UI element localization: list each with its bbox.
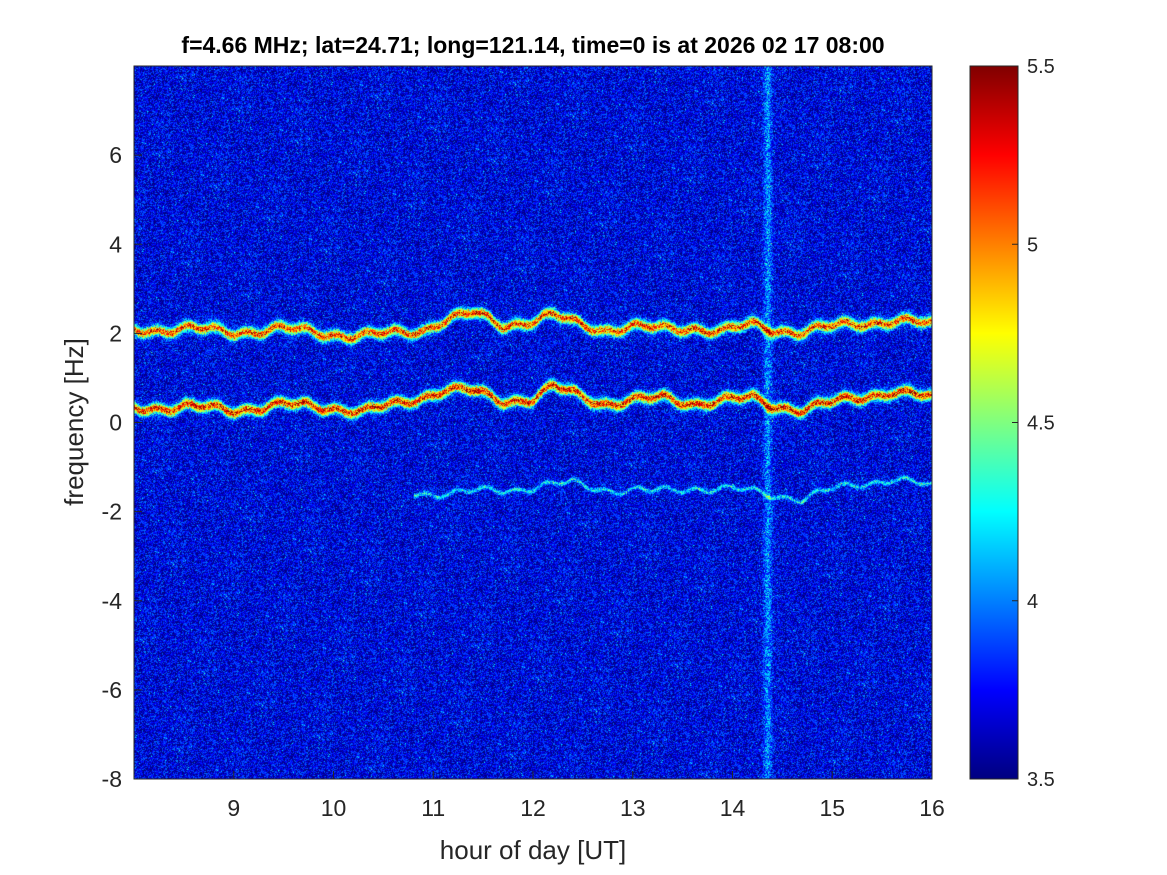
colorbar-tick-label: 3.5: [1027, 769, 1055, 791]
x-tick-label: 10: [321, 795, 347, 821]
colorbar-tick-label: 5: [1027, 234, 1038, 256]
x-tick-label: 16: [919, 795, 945, 821]
y-tick-label: 0: [109, 410, 122, 436]
y-tick-label: 4: [109, 231, 122, 257]
y-axis: -8 -6 -4 -2 0 2 4 6: [102, 142, 142, 792]
x-tick-label: 9: [227, 795, 240, 821]
y-tick-label: -4: [102, 588, 123, 614]
y-tick-label: -8: [102, 766, 122, 792]
x-tick-label: 13: [620, 795, 646, 821]
y-axis-label: frequency [Hz]: [59, 338, 89, 506]
colorbar: [970, 66, 1018, 779]
x-axis: 9 10 11 12 13 14 15 16: [227, 771, 945, 821]
colorbar-tick-label: 4: [1027, 591, 1038, 613]
colorbar-tick-label: 5.5: [1027, 56, 1055, 78]
x-axis-label: hour of day [UT]: [440, 835, 626, 865]
y-tick-label: -2: [102, 499, 122, 525]
colorbar-axis: 3.5 4 4.5 5 5.5: [1012, 56, 1055, 791]
x-tick-label: 11: [421, 795, 445, 821]
x-tick-label: 12: [520, 795, 546, 821]
heatmap-canvas: [134, 66, 932, 779]
y-tick-label: 6: [109, 142, 122, 168]
plot-area: [134, 66, 932, 779]
colorbar-tick-label: 4.5: [1027, 413, 1055, 435]
y-tick-label: 2: [109, 320, 122, 346]
chart-title: f=4.66 MHz; lat=24.71; long=121.14, time…: [181, 32, 884, 58]
x-tick-label: 15: [819, 795, 845, 821]
x-tick-label: 14: [720, 795, 746, 821]
y-tick-label: -6: [102, 677, 122, 703]
